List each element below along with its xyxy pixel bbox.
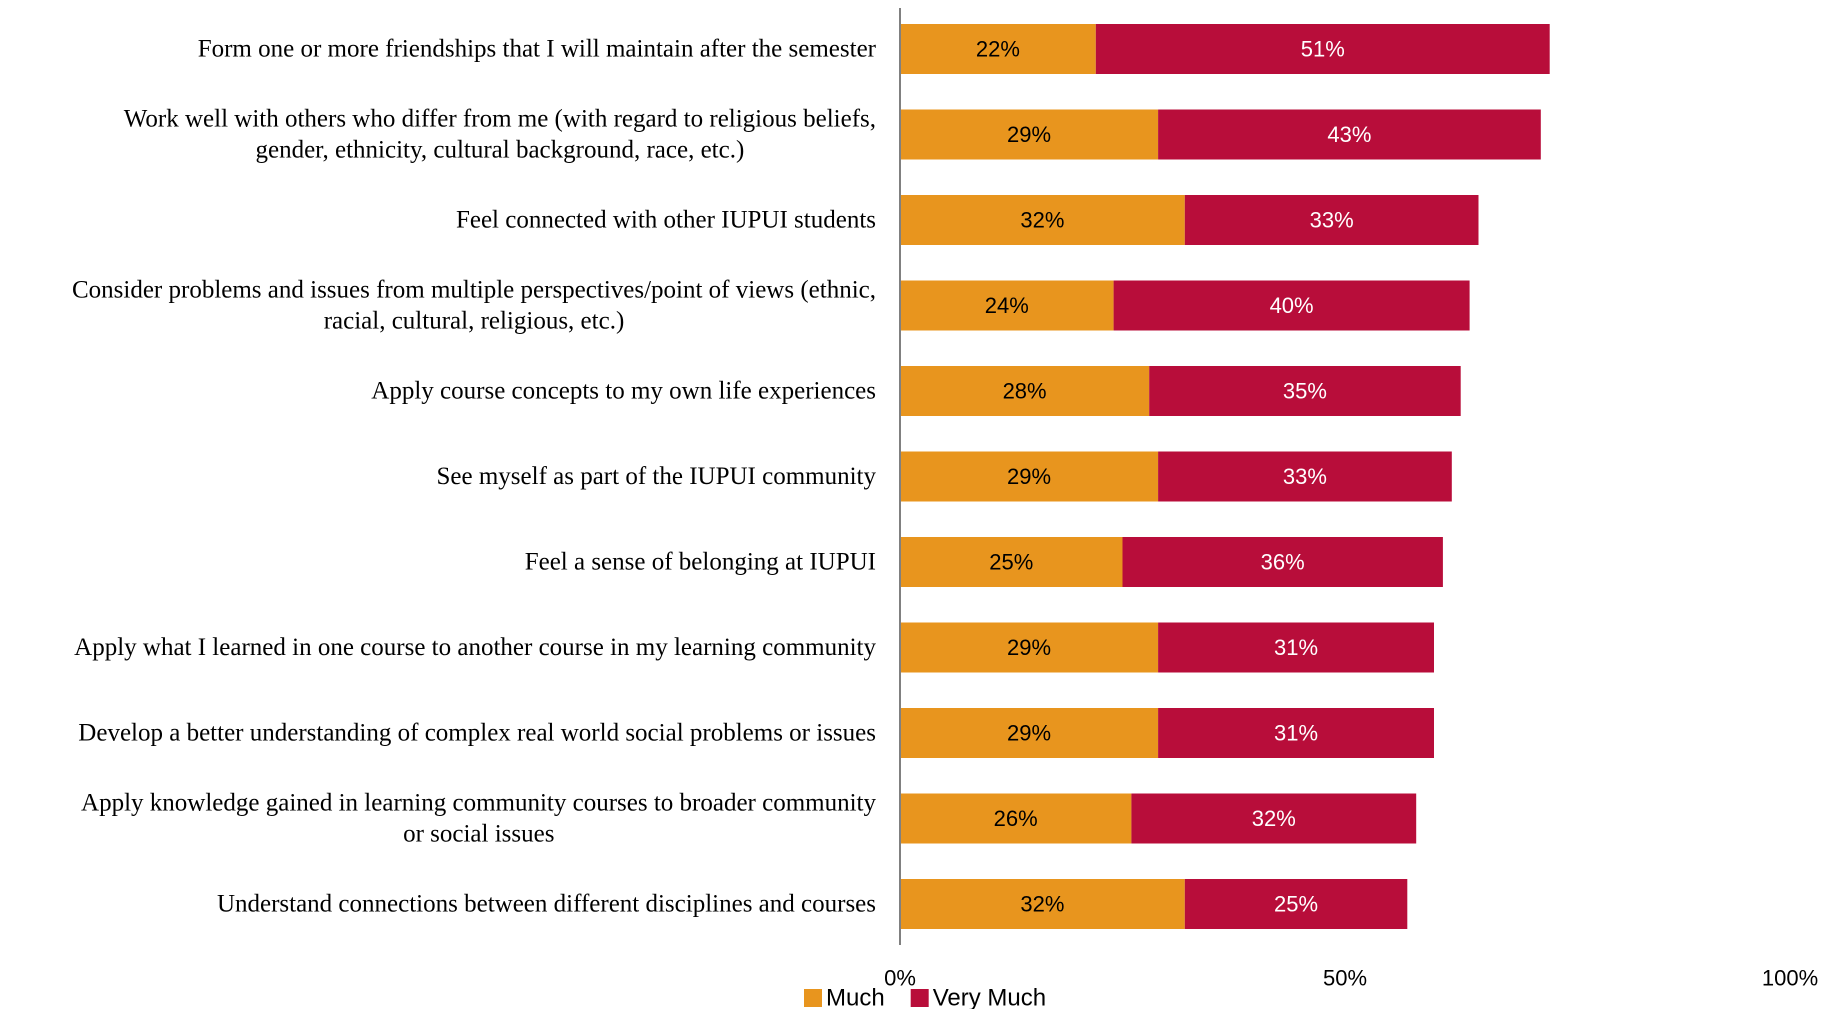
bar-very-much	[1158, 622, 1434, 673]
bar-very-much	[1184, 879, 1408, 929]
data-label: 35%	[1283, 379, 1327, 404]
data-label: 28%	[1003, 379, 1047, 404]
category-label: See myself as part of the IUPUI communit…	[437, 463, 877, 490]
bar-much	[900, 366, 1150, 416]
bars-layer: 22% 51% 29% 43% 32% 33% 24% 40% 28% 35% 29% 33% 25% 3…	[900, 24, 1550, 929]
data-label: 25%	[989, 550, 1033, 575]
category-label: Apply course concepts to my own life exp…	[371, 378, 876, 405]
data-label: 24%	[985, 293, 1029, 318]
category-label: Feel a sense of belonging at IUPUI	[525, 549, 876, 576]
category-label: Apply knowledge gained in learning commu…	[81, 790, 876, 817]
x-tick-label: 100%	[1762, 966, 1818, 991]
data-label: 29%	[1007, 635, 1051, 660]
data-label: 51%	[1301, 37, 1345, 62]
bar-very-much	[1158, 708, 1434, 758]
bar-very-much	[1113, 280, 1470, 331]
legend-label: Very Much	[933, 985, 1046, 1009]
legend-label: Much	[826, 985, 885, 1009]
bar-much	[900, 708, 1159, 758]
bar-much	[900, 24, 1096, 74]
bar-much	[900, 793, 1132, 844]
category-label: Feel connected with other IUPUI students	[456, 207, 876, 234]
bar-much	[900, 280, 1114, 331]
legend-swatch-much	[804, 989, 822, 1007]
bar-very-much	[1131, 793, 1417, 844]
bar-very-much	[1149, 366, 1461, 416]
category-label: Understand connections between different…	[217, 891, 876, 918]
bar-very-much	[1122, 537, 1443, 587]
data-label: 33%	[1310, 208, 1354, 233]
category-label: or social issues	[403, 821, 554, 848]
category-label: Work well with others who differ from me…	[124, 106, 876, 133]
legend: Much Very Much	[804, 985, 1046, 1009]
category-labels: Form one or more friendships that I will…	[72, 36, 877, 918]
data-label: 36%	[1261, 550, 1305, 575]
x-axis-ticks: 0% 50% 100%	[884, 966, 1818, 991]
bar-much	[900, 879, 1185, 929]
data-label: 33%	[1283, 464, 1327, 489]
category-label: racial, cultural, religious, etc.)	[324, 308, 625, 335]
category-label: Consider problems and issues from multip…	[72, 277, 876, 304]
bar-very-much	[1184, 195, 1479, 245]
bar-very-much	[1095, 24, 1550, 74]
bar-much	[900, 537, 1123, 587]
x-tick-label: 50%	[1323, 966, 1367, 991]
bar-very-much	[1158, 109, 1541, 160]
bar-much	[900, 622, 1159, 673]
data-label: 31%	[1274, 635, 1318, 660]
data-label: 26%	[994, 806, 1038, 831]
bar-very-much	[1158, 451, 1452, 502]
data-label: 32%	[1020, 892, 1064, 917]
data-label: 32%	[1020, 208, 1064, 233]
data-label: 32%	[1252, 806, 1296, 831]
category-label: gender, ethnicity, cultural background, …	[255, 137, 744, 164]
category-label: Form one or more friendships that I will…	[198, 36, 877, 63]
category-label: Apply what I learned in one course to an…	[74, 634, 876, 661]
bar-much	[900, 195, 1185, 245]
data-label: 29%	[1007, 464, 1051, 489]
data-label: 40%	[1270, 293, 1314, 318]
bar-much	[900, 451, 1159, 502]
data-label: 22%	[976, 37, 1020, 62]
data-label: 29%	[1007, 721, 1051, 746]
data-label: 43%	[1327, 122, 1371, 147]
bar-much	[900, 109, 1159, 160]
x-tick-label: 0%	[884, 966, 916, 991]
data-label: 25%	[1274, 892, 1318, 917]
category-label: Develop a better understanding of comple…	[78, 720, 876, 747]
data-label: 31%	[1274, 721, 1318, 746]
data-label: 29%	[1007, 122, 1051, 147]
legend-swatch-very-much	[910, 989, 929, 1007]
